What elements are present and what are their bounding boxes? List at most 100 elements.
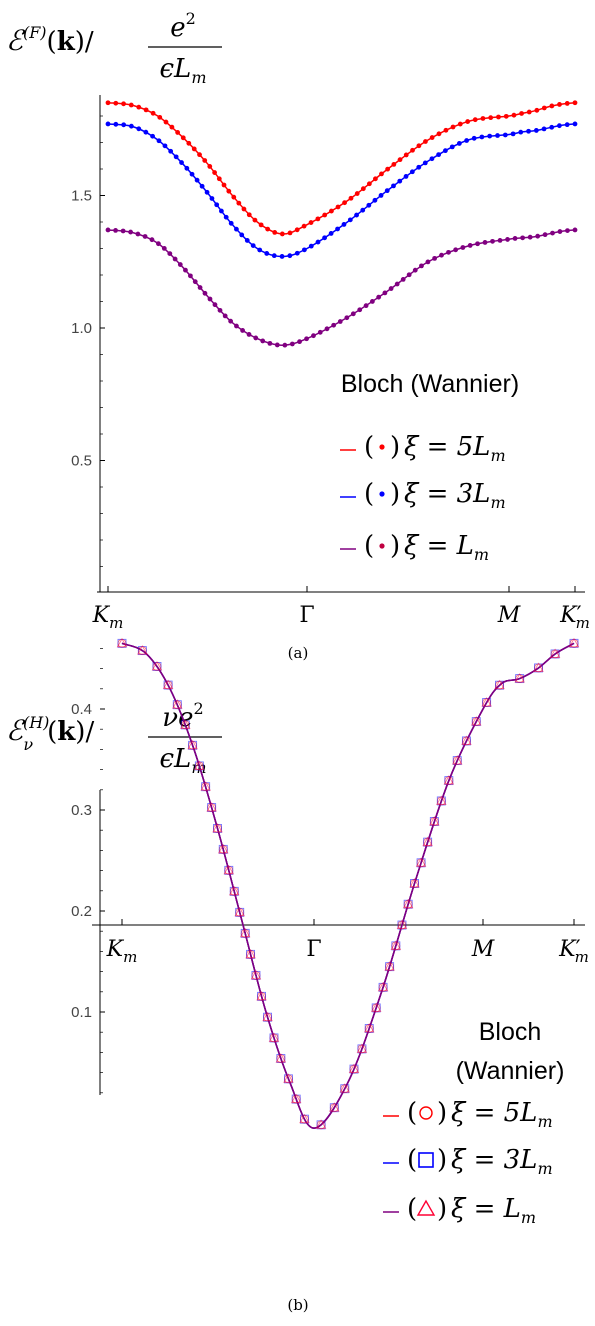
y-tick-label: 1.5 (71, 188, 92, 205)
series-2-point (250, 243, 256, 249)
series-2-point (549, 124, 555, 130)
series-2-point (510, 131, 516, 137)
series-3-point (304, 336, 309, 342)
series-2-point (422, 160, 428, 166)
series-2-point (209, 196, 215, 201)
series-3-point (256, 990, 267, 1001)
series-1-point (221, 182, 227, 188)
series-3-point (467, 243, 473, 248)
series-3-point (262, 1011, 273, 1022)
series-1-point (373, 176, 378, 182)
series-3-point (137, 645, 148, 655)
series-3-point (212, 302, 218, 308)
series-2-point (228, 220, 234, 226)
series-3-point (223, 864, 235, 875)
x-tick-label: M (471, 937, 495, 962)
series-3-point (363, 1023, 375, 1033)
series-2-point (287, 253, 293, 259)
series-3-point (376, 294, 382, 300)
series-3-point (369, 299, 375, 304)
series-2-point (244, 238, 250, 243)
series-3-point (409, 878, 420, 888)
series-1-point (519, 111, 524, 116)
series-1-point (157, 114, 163, 120)
series-3-point (331, 322, 337, 328)
legend-paren-open: ( (407, 1098, 417, 1128)
series-1-point (526, 109, 532, 115)
series-1-point (202, 158, 208, 163)
series-2-point (416, 164, 422, 170)
series-3-point (565, 228, 570, 234)
legend-paren-close: ) (437, 1145, 447, 1175)
series-2-point (378, 193, 384, 198)
series-1-point (121, 101, 126, 107)
series-3-point (400, 276, 406, 282)
series-2-point (397, 178, 403, 184)
series-2-point (218, 208, 224, 214)
series-2-point (128, 123, 134, 129)
series-3-point (315, 1119, 327, 1129)
series-3-point (406, 272, 412, 278)
series-3-point (250, 969, 262, 980)
series-1-point (342, 200, 347, 206)
series-3-point (344, 315, 350, 321)
series-2-point (533, 128, 539, 133)
series-1-point (226, 188, 232, 194)
series-3-point (527, 234, 533, 240)
series-1-point (436, 131, 442, 137)
series-1-point (416, 143, 422, 149)
series-1-point (169, 124, 175, 130)
series-2-point (487, 133, 493, 139)
y-tick-label: 0.2 (71, 903, 92, 920)
series-3-point (514, 673, 525, 683)
series-1-point (241, 206, 247, 212)
legend-marker-2 (379, 491, 385, 497)
series-2-point (150, 133, 155, 139)
legend-paren-close: ) (437, 1194, 447, 1224)
series-3-point (384, 961, 395, 971)
series-2-point (471, 135, 477, 141)
series-1-point (287, 230, 293, 236)
series-3-point (324, 326, 330, 332)
series-1-point (360, 186, 366, 192)
series-2-point (189, 171, 195, 177)
series-1-point (180, 135, 186, 141)
series-1-point (207, 164, 213, 169)
series-3-point (222, 313, 228, 319)
series-2-point (456, 141, 462, 146)
legend-marker-3 (416, 1199, 436, 1216)
series-1-point (511, 112, 517, 118)
series-2-point (366, 202, 372, 208)
series-3-point (520, 235, 526, 241)
series-2-point (113, 121, 119, 127)
series-2-point (391, 183, 396, 189)
series-1-point (443, 127, 449, 133)
legend-paren-close: ) (390, 432, 400, 462)
legend-marker-1 (419, 1106, 433, 1120)
series-3-point (402, 898, 414, 909)
series-1-point (294, 227, 300, 233)
series-3-point (453, 247, 459, 253)
series-1-point (354, 191, 360, 196)
panel-a-y-axis-label: ℰ(F)(k)/ e2 ϵLm (6, 9, 222, 87)
series-3-point (394, 281, 400, 287)
series-1-point (143, 107, 149, 113)
series-3-point (120, 228, 126, 234)
series-3-point (202, 290, 208, 296)
series-1-point (128, 102, 134, 108)
y-axis-label-numerator: e2 (170, 9, 196, 43)
legend-paren-close: ) (390, 531, 400, 561)
series-1-point (308, 220, 314, 225)
series-3-point (135, 231, 141, 237)
x-tick-label: K′m (559, 603, 590, 632)
series-2-point (495, 133, 500, 138)
series-1-point (488, 115, 494, 121)
series-2-point (449, 144, 455, 150)
series-1-point (136, 104, 142, 110)
series-3-point (422, 836, 433, 847)
series-3-point (568, 637, 580, 648)
y-tick-label: 1.0 (71, 320, 92, 337)
series-2-point (294, 250, 300, 256)
y-tick-label: 0.5 (71, 453, 92, 470)
series-3-point (490, 238, 495, 244)
